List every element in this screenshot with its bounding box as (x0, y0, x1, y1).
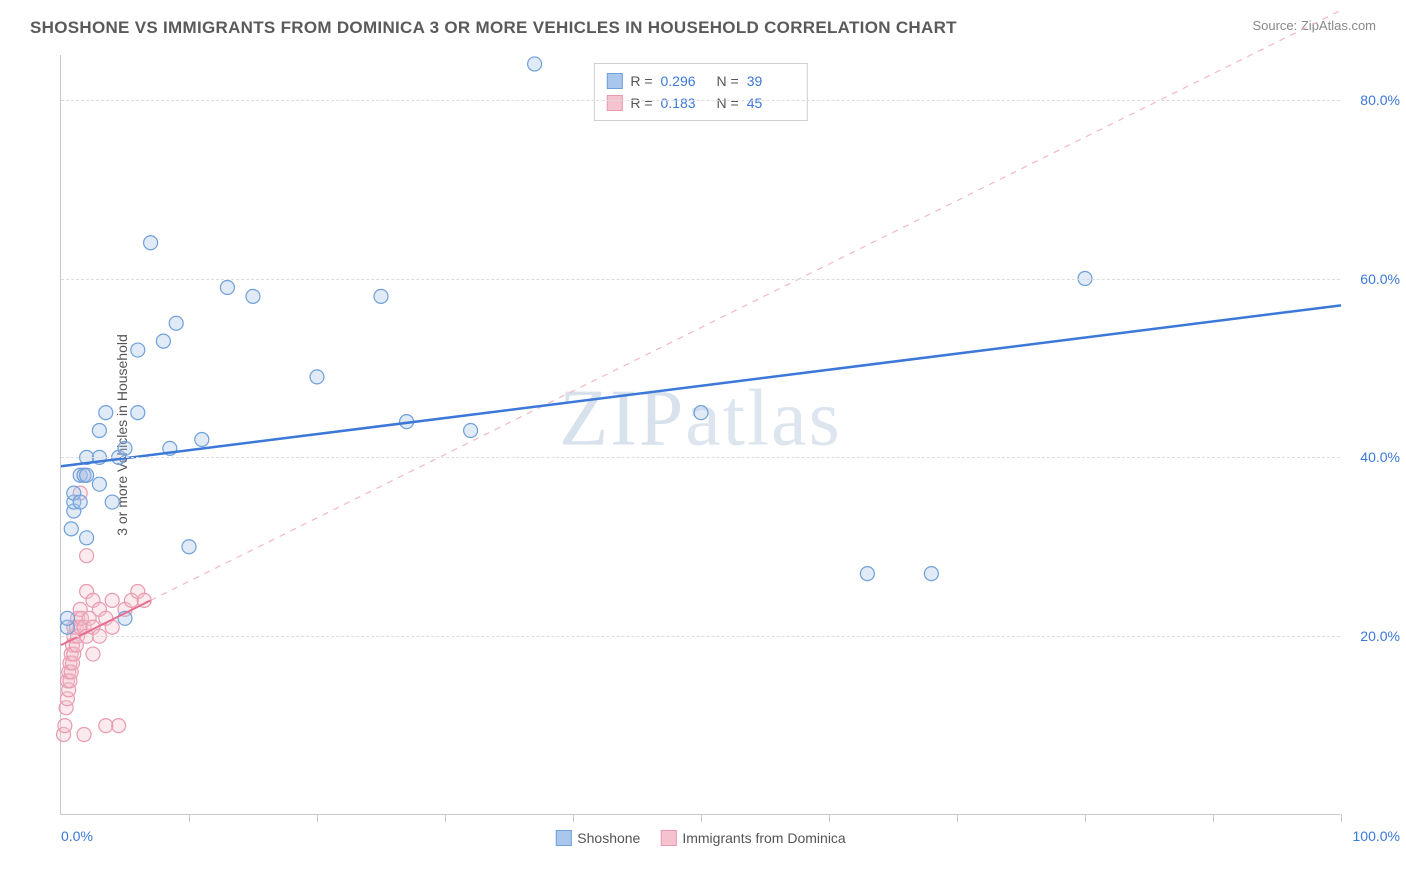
data-point (131, 406, 145, 420)
y-tick-label: 80.0% (1345, 92, 1400, 108)
legend-item-1: Immigrants from Dominica (660, 830, 845, 846)
scatter-plot (61, 55, 1340, 814)
trend-line (61, 305, 1341, 466)
header: SHOSHONE VS IMMIGRANTS FROM DOMINICA 3 O… (0, 0, 1406, 48)
data-point (924, 567, 938, 581)
legend-swatch-shoshone (555, 830, 571, 846)
data-point (374, 289, 388, 303)
source-label: Source: ZipAtlas.com (1252, 18, 1376, 33)
chart-area: 3 or more Vehicles in Household ZIPatlas… (60, 55, 1340, 815)
x-tick (1341, 814, 1342, 822)
grid-line (61, 457, 1340, 458)
data-point (112, 719, 126, 733)
data-point (99, 719, 113, 733)
r-value-0: 0.296 (661, 73, 709, 89)
data-point (182, 540, 196, 554)
legend-swatch-dominica (660, 830, 676, 846)
data-point (694, 406, 708, 420)
x-tick (189, 814, 190, 822)
data-point (220, 280, 234, 294)
r-value-1: 0.183 (661, 95, 709, 111)
grid-line (61, 636, 1340, 637)
x-axis-max-label: 100.0% (1353, 828, 1400, 844)
x-tick (573, 814, 574, 822)
data-point (58, 719, 72, 733)
data-point (80, 549, 94, 563)
data-point (77, 728, 91, 742)
data-point (464, 424, 478, 438)
data-point (86, 647, 100, 661)
x-tick (317, 814, 318, 822)
bottom-legend: Shoshone Immigrants from Dominica (555, 830, 845, 846)
x-axis-min-label: 0.0% (61, 828, 93, 844)
data-point (105, 593, 119, 607)
data-point (246, 289, 260, 303)
data-point (144, 236, 158, 250)
data-point (92, 424, 106, 438)
stats-row-0: R = 0.296 N = 39 (606, 70, 794, 92)
stats-row-1: R = 0.183 N = 45 (606, 92, 794, 114)
legend-item-0: Shoshone (555, 830, 640, 846)
n-value-0: 39 (747, 73, 795, 89)
data-point (92, 477, 106, 491)
data-point (64, 522, 78, 536)
x-tick (1085, 814, 1086, 822)
data-point (60, 611, 74, 625)
legend-label-1: Immigrants from Dominica (682, 830, 845, 846)
x-tick (829, 814, 830, 822)
data-point (156, 334, 170, 348)
x-tick (957, 814, 958, 822)
data-point (118, 441, 132, 455)
swatch-dominica (606, 95, 622, 111)
stats-legend: R = 0.296 N = 39 R = 0.183 N = 45 (593, 63, 807, 121)
x-tick (445, 814, 446, 822)
data-point (195, 432, 209, 446)
data-point (131, 343, 145, 357)
data-point (169, 316, 183, 330)
data-point (528, 57, 542, 71)
data-point (73, 495, 87, 509)
n-value-1: 45 (747, 95, 795, 111)
data-point (99, 406, 113, 420)
grid-line (61, 279, 1340, 280)
n-label: N = (717, 95, 739, 111)
grid-line (61, 100, 1340, 101)
r-label: R = (630, 95, 652, 111)
y-tick-label: 60.0% (1345, 271, 1400, 287)
data-point (860, 567, 874, 581)
data-point (80, 468, 94, 482)
n-label: N = (717, 73, 739, 89)
data-point (80, 531, 94, 545)
x-tick (1213, 814, 1214, 822)
swatch-shoshone (606, 73, 622, 89)
data-point (310, 370, 324, 384)
legend-label-0: Shoshone (577, 830, 640, 846)
chart-title: SHOSHONE VS IMMIGRANTS FROM DOMINICA 3 O… (30, 18, 957, 38)
y-tick-label: 20.0% (1345, 628, 1400, 644)
x-tick (701, 814, 702, 822)
data-point (105, 495, 119, 509)
r-label: R = (630, 73, 652, 89)
y-tick-label: 40.0% (1345, 449, 1400, 465)
